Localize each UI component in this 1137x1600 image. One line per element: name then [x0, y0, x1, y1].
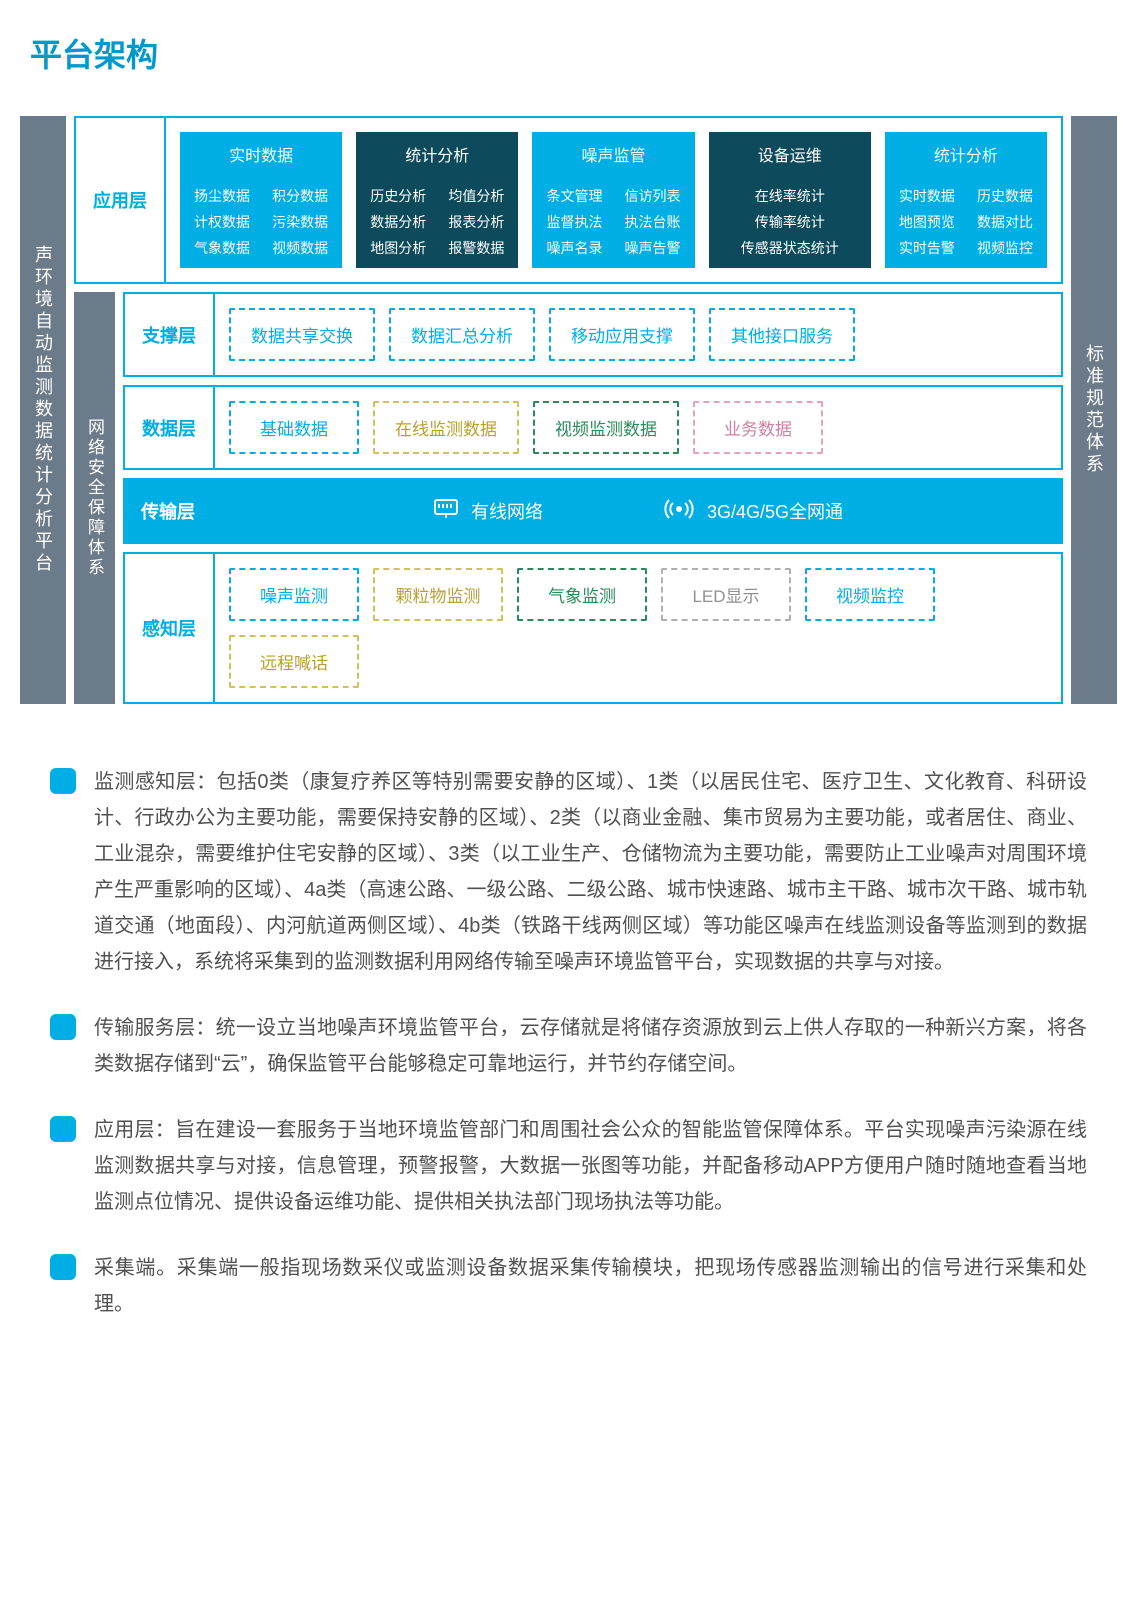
dashed-box: 远程喊话 — [229, 635, 359, 688]
app-item: 均值分析 — [442, 186, 510, 206]
dashed-box: 基础数据 — [229, 401, 359, 454]
app-col-items: 实时数据历史数据地图预览数据对比实时告警视频监控 — [885, 176, 1047, 268]
signal-icon — [663, 498, 695, 525]
transport-wired-label: 有线网络 — [471, 498, 543, 524]
app-col: 统计分析历史分析均值分析数据分析报表分析地图分析报警数据 — [356, 132, 518, 268]
app-col-header: 设备运维 — [709, 132, 871, 176]
perception-layer-body: 噪声监测颗粒物监测气象监测 LED显示视频监控远程喊话 — [215, 554, 1061, 702]
app-col-header: 实时数据 — [180, 132, 342, 176]
app-col: 噪声监管条文管理信访列表监督执法执法台账噪声名录噪声告警 — [532, 132, 694, 268]
app-item: 报警数据 — [442, 238, 510, 258]
app-col-header: 统计分析 — [356, 132, 518, 176]
app-item: 积分数据 — [266, 186, 334, 206]
transport-wireless: 3G/4G/5G全网通 — [663, 498, 843, 525]
app-col-items: 扬尘数据积分数据计权数据污染数据气象数据视频数据 — [180, 176, 342, 268]
dashed-box: 其他接口服务 — [709, 308, 855, 361]
right-side-bar: 标准规范体系 — [1071, 116, 1117, 704]
app-item: 信访列表 — [619, 186, 687, 206]
data-layer: 数据层 基础数据在线监测数据视频监测数据业务数据 — [123, 385, 1063, 470]
app-item: 扬尘数据 — [188, 186, 256, 206]
inner-layers: 支撑层 数据共享交换数据汇总分析移动应用支撑其他接口服务 数据层 基础数据在线监… — [123, 292, 1063, 704]
app-item: 传感器状态统计 — [717, 238, 863, 258]
bullet-icon — [50, 768, 76, 794]
app-item: 历史数据 — [971, 186, 1039, 206]
app-col-items: 条文管理信访列表监督执法执法台账噪声名录噪声告警 — [532, 176, 694, 268]
app-col-items: 历史分析均值分析数据分析报表分析地图分析报警数据 — [356, 176, 518, 268]
dashed-box: 气象监测 — [517, 568, 647, 621]
app-item: 地图预览 — [893, 212, 961, 232]
transport-layer: 传输层 有线网络 3G/4G/5G全网通 — [123, 478, 1063, 544]
support-layer-label: 支撑层 — [125, 294, 215, 375]
data-layer-label: 数据层 — [125, 387, 215, 468]
app-item: 监督执法 — [540, 212, 608, 232]
transport-wireless-label: 3G/4G/5G全网通 — [707, 498, 843, 524]
app-item: 传输率统计 — [717, 212, 863, 232]
app-item: 视频数据 — [266, 238, 334, 258]
app-item: 在线率统计 — [717, 186, 863, 206]
app-item: 数据分析 — [364, 212, 432, 232]
transport-layer-label: 传输层 — [123, 478, 213, 544]
left-side-bar: 声环境自动监测数据统计分析平台 — [20, 116, 66, 704]
app-item: 执法台账 — [619, 212, 687, 232]
dashed-box: 噪声监测 — [229, 568, 359, 621]
app-col: 设备运维在线率统计传输率统计传感器状态统计 — [709, 132, 871, 268]
app-layer-body: 实时数据扬尘数据积分数据计权数据污染数据气象数据视频数据统计分析历史分析均值分析… — [166, 118, 1061, 282]
bullet-icon — [50, 1116, 76, 1142]
app-col-header: 噪声监管 — [532, 132, 694, 176]
ethernet-icon — [433, 498, 459, 525]
app-item: 实时数据 — [893, 186, 961, 206]
architecture-diagram: 声环境自动监测数据统计分析平台 应用层 实时数据扬尘数据积分数据计权数据污染数据… — [20, 116, 1117, 704]
app-item: 报表分析 — [442, 212, 510, 232]
app-item: 地图分析 — [364, 238, 432, 258]
app-col: 统计分析实时数据历史数据地图预览数据对比实时告警视频监控 — [885, 132, 1047, 268]
app-item: 视频监控 — [971, 238, 1039, 258]
app-item: 条文管理 — [540, 186, 608, 206]
app-item: 噪声告警 — [619, 238, 687, 258]
app-item: 历史分析 — [364, 186, 432, 206]
dashed-box: 在线监测数据 — [373, 401, 519, 454]
bullet-icon — [50, 1014, 76, 1040]
app-item: 实时告警 — [893, 238, 961, 258]
desc-item: 传输服务层：统一设立当地噪声环境监管平台，云存储就是将储存资源放到云上供人存取的… — [50, 1010, 1087, 1082]
dashed-box: 数据汇总分析 — [389, 308, 535, 361]
desc-text: 应用层：旨在建设一套服务于当地环境监管部门和周围社会公众的智能监管保障体系。平台… — [94, 1112, 1087, 1220]
dashed-box: 视频监控 — [805, 568, 935, 621]
desc-item: 应用层：旨在建设一套服务于当地环境监管部门和周围社会公众的智能监管保障体系。平台… — [50, 1112, 1087, 1220]
bullet-icon — [50, 1254, 76, 1280]
mid-column: 应用层 实时数据扬尘数据积分数据计权数据污染数据气象数据视频数据统计分析历史分析… — [74, 116, 1063, 704]
transport-layer-body: 有线网络 3G/4G/5G全网通 — [213, 478, 1063, 544]
dashed-box: 业务数据 — [693, 401, 823, 454]
app-item: 噪声名录 — [540, 238, 608, 258]
dashed-box: 颗粒物监测 — [373, 568, 503, 621]
app-item: 污染数据 — [266, 212, 334, 232]
security-wrapped-layers: 网络安全保障体系 支撑层 数据共享交换数据汇总分析移动应用支撑其他接口服务 数据… — [74, 292, 1063, 704]
descriptions: 监测感知层：包括0类（康复疗养区等特别需要安静的区域）、1类（以居民住宅、医疗卫… — [20, 764, 1117, 1322]
desc-text: 采集端。采集端一般指现场数采仪或监测设备数据采集传输模块，把现场传感器监测输出的… — [94, 1250, 1087, 1322]
desc-item: 采集端。采集端一般指现场数采仪或监测设备数据采集传输模块，把现场传感器监测输出的… — [50, 1250, 1087, 1322]
dashed-box: LED显示 — [661, 568, 791, 621]
app-layer-label: 应用层 — [76, 118, 166, 282]
desc-text: 监测感知层：包括0类（康复疗养区等特别需要安静的区域）、1类（以居民住宅、医疗卫… — [94, 764, 1087, 980]
desc-item: 监测感知层：包括0类（康复疗养区等特别需要安静的区域）、1类（以居民住宅、医疗卫… — [50, 764, 1087, 980]
security-bar: 网络安全保障体系 — [74, 292, 115, 704]
transport-wired: 有线网络 — [433, 498, 543, 525]
dashed-box: 移动应用支撑 — [549, 308, 695, 361]
dashed-box: 视频监测数据 — [533, 401, 679, 454]
app-col: 实时数据扬尘数据积分数据计权数据污染数据气象数据视频数据 — [180, 132, 342, 268]
dashed-box: 数据共享交换 — [229, 308, 375, 361]
desc-text: 传输服务层：统一设立当地噪声环境监管平台，云存储就是将储存资源放到云上供人存取的… — [94, 1010, 1087, 1082]
app-item: 数据对比 — [971, 212, 1039, 232]
support-layer-body: 数据共享交换数据汇总分析移动应用支撑其他接口服务 — [215, 294, 1061, 375]
app-col-items: 在线率统计传输率统计传感器状态统计 — [709, 176, 871, 268]
support-layer: 支撑层 数据共享交换数据汇总分析移动应用支撑其他接口服务 — [123, 292, 1063, 377]
perception-layer: 感知层 噪声监测颗粒物监测气象监测 LED显示视频监控远程喊话 — [123, 552, 1063, 704]
app-layer: 应用层 实时数据扬尘数据积分数据计权数据污染数据气象数据视频数据统计分析历史分析… — [74, 116, 1063, 284]
perception-layer-label: 感知层 — [125, 554, 215, 702]
app-col-header: 统计分析 — [885, 132, 1047, 176]
app-item: 计权数据 — [188, 212, 256, 232]
app-item: 气象数据 — [188, 238, 256, 258]
page-title: 平台架构 — [20, 30, 1117, 76]
data-layer-body: 基础数据在线监测数据视频监测数据业务数据 — [215, 387, 1061, 468]
